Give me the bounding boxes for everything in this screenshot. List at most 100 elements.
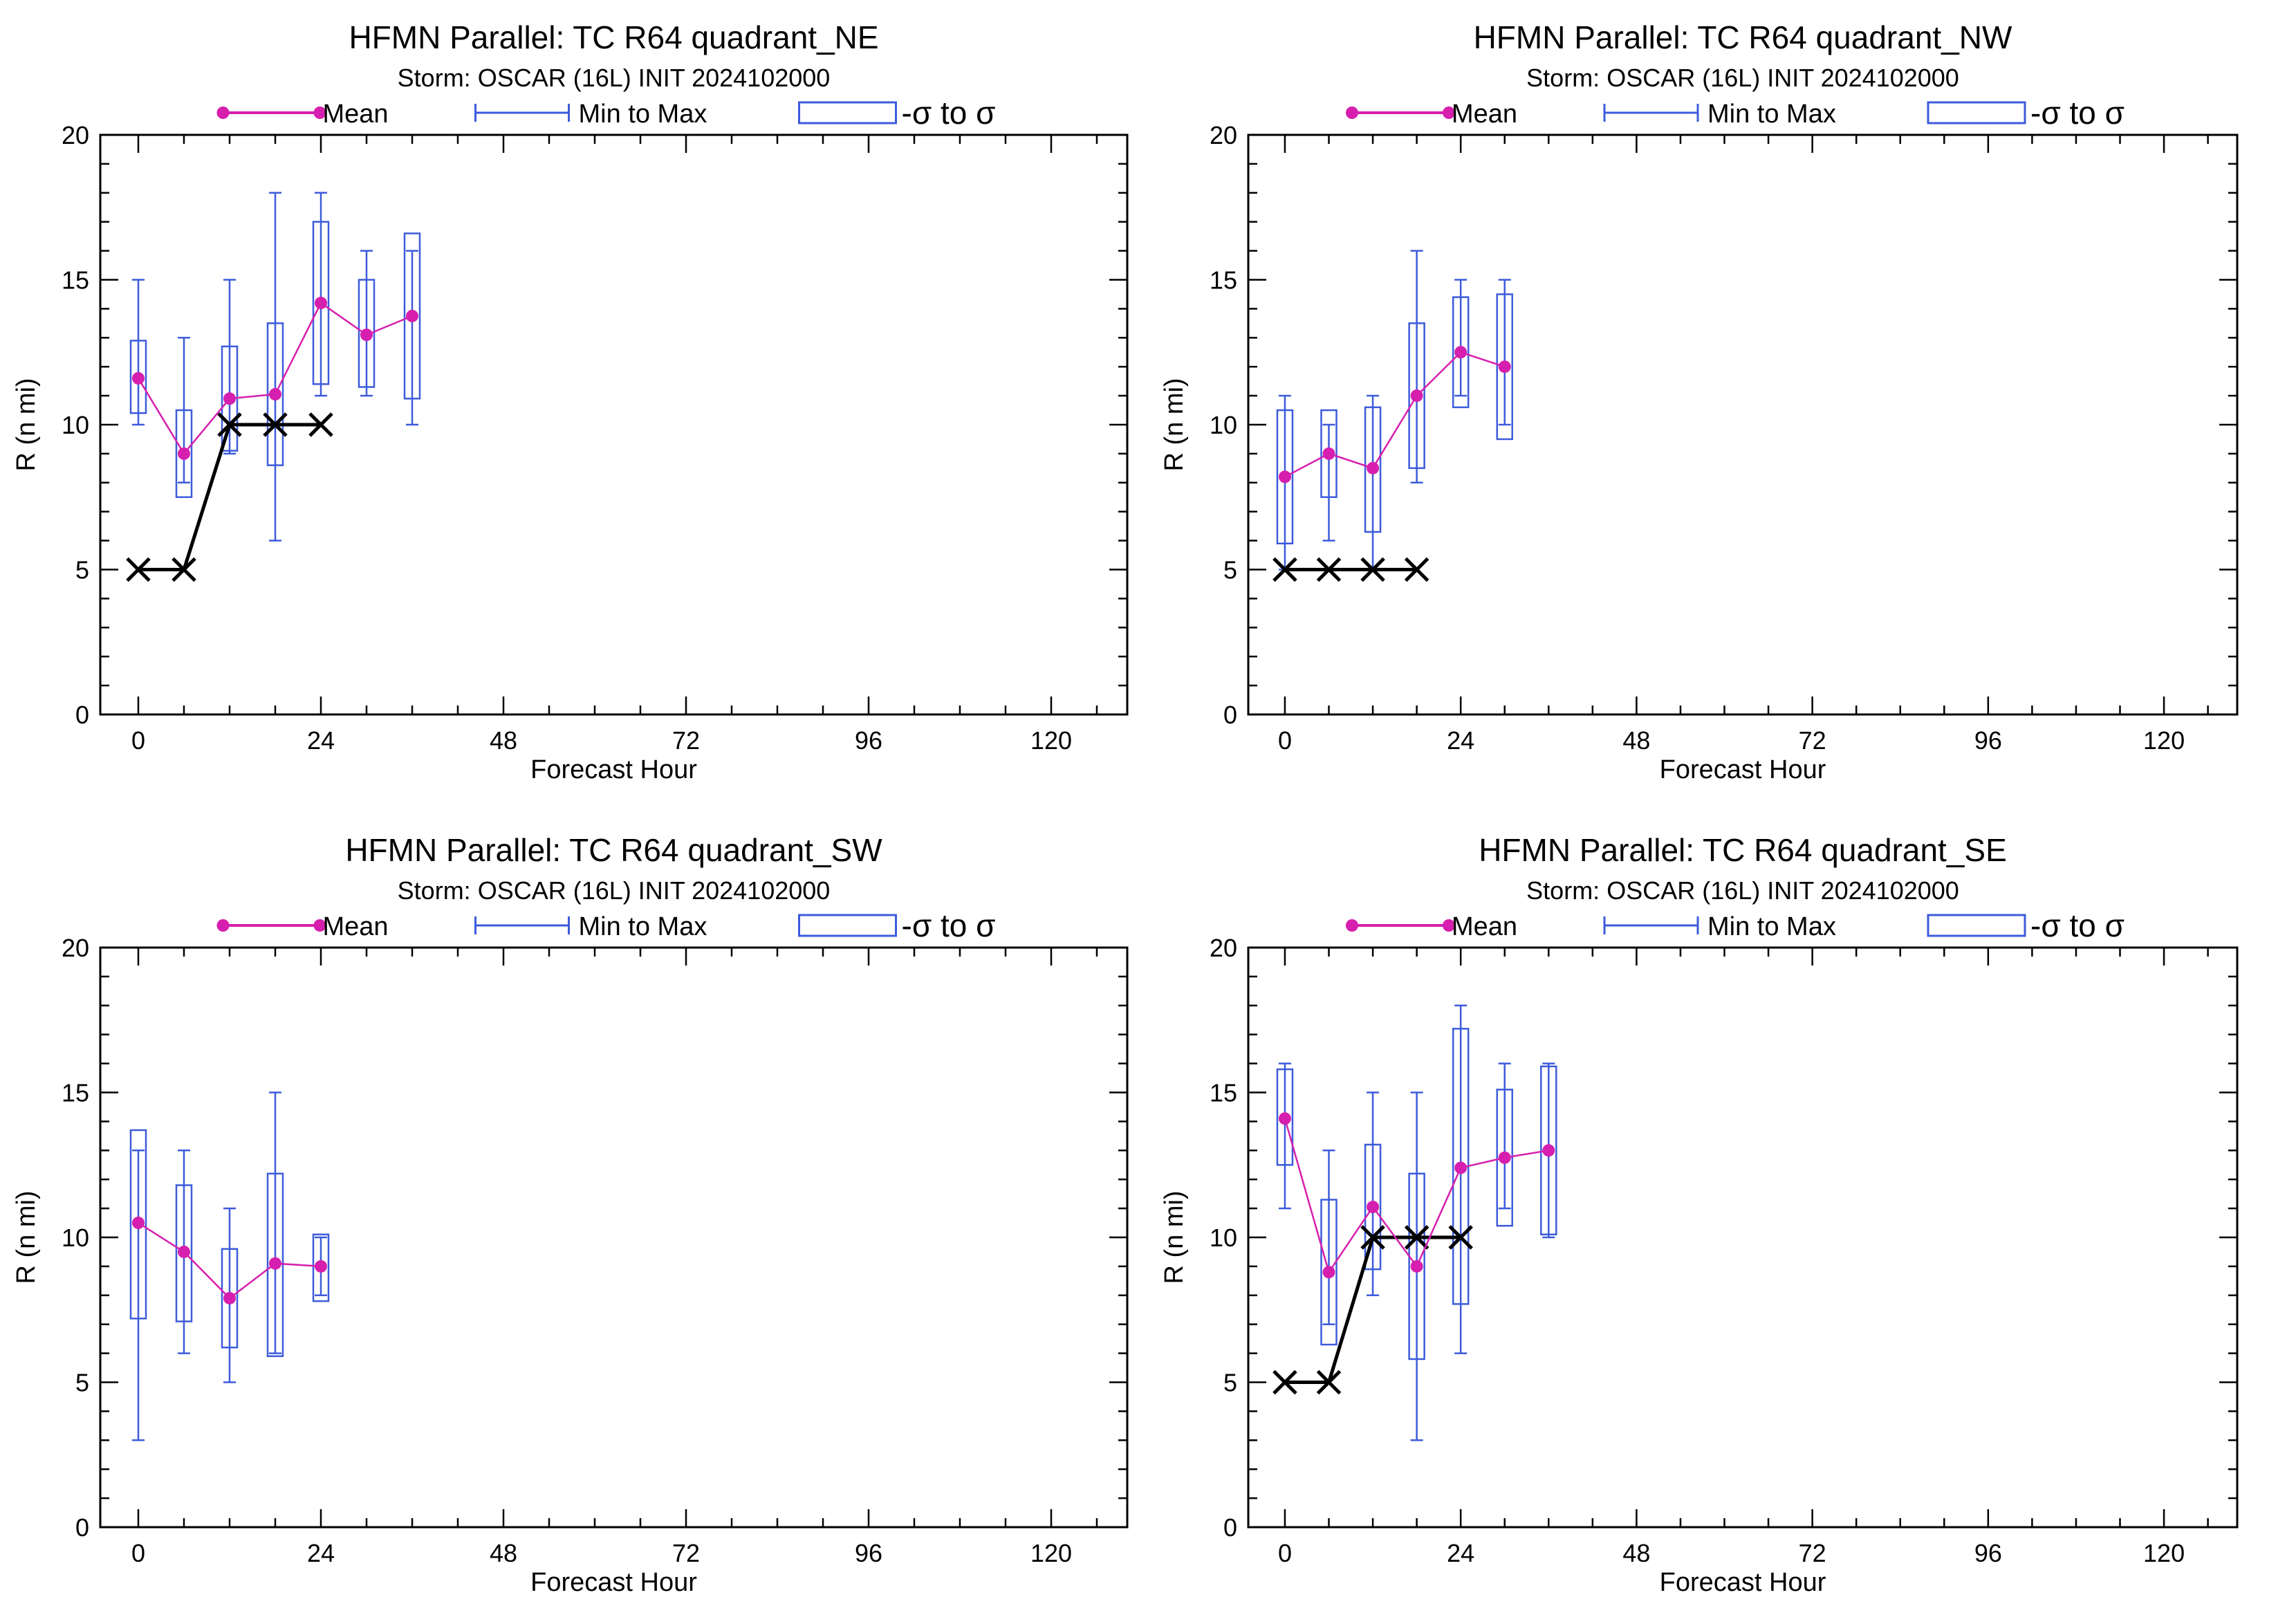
spread-0h (129, 1129, 147, 1441)
legend-mean-label: Mean (1452, 100, 1517, 129)
x-axis-label: Forecast Hour (530, 755, 697, 784)
x-tick-label: 24 (307, 726, 335, 755)
chart-panel-1: HFMN Parallel: TC R64 quadrant_NE Storm: … (12, 19, 1129, 784)
best-track-marker (217, 412, 242, 437)
x-tick-label: 72 (672, 726, 700, 755)
mean-point (1367, 1201, 1380, 1214)
mean-point (223, 1291, 236, 1304)
y-axis-label: R (n mi) (1160, 1190, 1189, 1284)
x-tick-label: 24 (1447, 726, 1474, 755)
spread-6h (175, 337, 193, 498)
chart-subtitle: Storm: OSCAR (16L) INIT 2024102000 (1526, 64, 1959, 92)
mean-point (1498, 360, 1511, 373)
sigma-box (1496, 1089, 1513, 1227)
marker-stroke (263, 412, 288, 437)
chart-panel-4: HFMN Parallel: TC R64 quadrant_SE Storm: … (1160, 832, 2239, 1597)
sigma-box (221, 1248, 239, 1349)
y-tick-label: 20 (1210, 934, 1237, 962)
x-axis-label: Forecast Hour (530, 1568, 697, 1597)
sigma-box (1276, 409, 1294, 545)
legend-range-label: Min to Max (579, 912, 707, 941)
chart-panel-3: HFMN Parallel: TC R64 quadrant_SW Storm: … (12, 832, 1129, 1597)
sigma-box (1320, 409, 1337, 498)
legend-sigma-label: -σ to σ (902, 907, 996, 943)
legend-sigma-label: -σ to σ (2030, 95, 2124, 131)
legend-range-label: Min to Max (1707, 912, 1836, 941)
mean-point (269, 1257, 281, 1270)
legend-sigma-box (798, 101, 897, 124)
y-tick-label: 0 (1223, 1513, 1237, 1542)
y-axis-label: R (n mi) (12, 378, 41, 471)
mean-point (1322, 1266, 1335, 1279)
marker-stroke (308, 412, 333, 437)
best-track-marker (263, 412, 288, 437)
legend-mean-label: Mean (323, 100, 389, 129)
y-tick-label: 5 (75, 556, 89, 584)
x-tick-label: 24 (1447, 1539, 1474, 1567)
best-track-marker (1272, 1369, 1297, 1395)
legend-mean-marker (1346, 919, 1358, 932)
x-tick-label: 120 (1030, 1539, 1072, 1567)
marker-stroke (1360, 557, 1385, 582)
x-tick-label: 48 (490, 726, 517, 755)
y-axis-label: R (n mi) (12, 1190, 41, 1284)
marker-stroke (1316, 1369, 1342, 1395)
legend-mean-marker (1346, 107, 1358, 119)
chart-title: HFMN Parallel: TC R64 quadrant_SE (1479, 832, 2007, 868)
best-track-marker (1360, 1225, 1385, 1250)
sigma-box (1320, 1199, 1337, 1346)
marker-stroke (217, 412, 242, 437)
best-track-marker (1360, 557, 1385, 582)
x-tick-label: 24 (307, 1539, 335, 1567)
x-tick-label: 0 (1278, 726, 1292, 755)
y-tick-label: 15 (62, 266, 89, 295)
sigma-box (1364, 406, 1382, 533)
legend-sigma-box (1927, 101, 2026, 124)
y-tick-label: 20 (62, 934, 89, 962)
x-tick-label: 48 (490, 1539, 517, 1567)
spread-30h (358, 250, 376, 397)
legend: Mean Min to Max -σ to σ (1346, 95, 2124, 131)
x-axis-label: Forecast Hour (1660, 755, 1826, 784)
legend-mean-marker (216, 107, 230, 119)
mean-point (1278, 1112, 1291, 1125)
spread-18h (266, 1091, 284, 1358)
spread-0h (1276, 1062, 1294, 1210)
best-track-marker (126, 557, 151, 582)
sigma-box (175, 1184, 193, 1322)
x-tick-label: 96 (1974, 726, 2002, 755)
best-track-marker (1272, 557, 1297, 582)
x-tick-label: 0 (131, 1539, 145, 1567)
mean-point (1410, 389, 1423, 403)
mean-line (1284, 351, 1506, 478)
legend-mean-label: Mean (1452, 912, 1517, 941)
y-tick-label: 20 (1210, 121, 1237, 149)
sigma-box (403, 232, 421, 400)
marker-stroke (1272, 1369, 1297, 1395)
plot-frame (1247, 133, 2239, 716)
x-tick-label: 72 (1799, 726, 1826, 755)
legend-range-label: Min to Max (1707, 100, 1836, 129)
mean-point (269, 388, 281, 401)
legend-mean-marker (1443, 919, 1455, 932)
x-tick-label: 96 (855, 1539, 882, 1567)
mean-point (315, 1259, 327, 1273)
mean-point (223, 392, 236, 405)
legend-sigma-label: -σ to σ (2030, 907, 2124, 943)
legend-mean-marker (313, 919, 326, 932)
chart-subtitle: Storm: OSCAR (16L) INIT 2024102000 (1526, 876, 1959, 905)
sigma-box (312, 221, 330, 385)
spread-30h (1496, 1062, 1513, 1227)
best-track-marker (1448, 1225, 1473, 1250)
marker-stroke (1404, 557, 1429, 582)
spread-0h (129, 279, 147, 426)
mean-point (360, 329, 373, 342)
legend: Mean Min to Max -σ to σ (1346, 907, 2124, 943)
marker-stroke (1272, 557, 1297, 582)
y-tick-label: 10 (62, 411, 89, 439)
marker-stroke (172, 557, 196, 582)
spread-24h (1452, 279, 1470, 409)
mean-point (1322, 447, 1335, 460)
y-tick-label: 15 (1210, 1079, 1237, 1107)
spread-36h (403, 232, 421, 426)
